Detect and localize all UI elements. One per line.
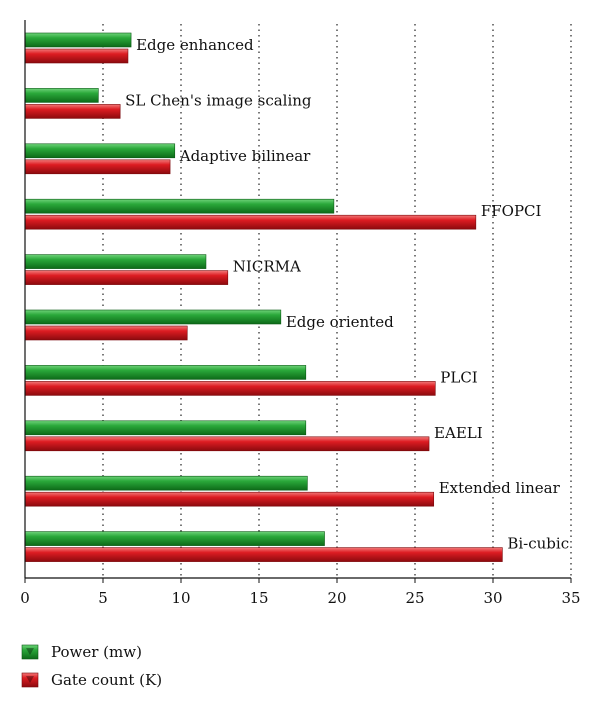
x-tick-label: 15 <box>249 589 268 607</box>
x-tick-label: 20 <box>327 589 346 607</box>
category-label: NICRMA <box>233 258 301 276</box>
gate-count-bar <box>24 547 503 562</box>
gate-count-bar <box>24 491 435 507</box>
x-tick-label: 25 <box>405 589 424 607</box>
category-label: Extended linear <box>439 479 561 497</box>
x-tick-label: 35 <box>561 589 580 607</box>
power-bar <box>24 309 282 325</box>
gate-count-bar <box>24 159 171 175</box>
power-bar <box>24 88 99 103</box>
x-tick-label: 10 <box>171 589 190 607</box>
legend-swatch-marker <box>26 648 34 655</box>
category-label: Edge enhanced <box>136 36 254 54</box>
x-tick-label: 30 <box>483 589 502 607</box>
gate-count-bar <box>24 436 430 452</box>
category-labels: Edge enhanced SL Chen's image scaling Adap… <box>125 36 569 553</box>
category-label: SL Chen's image scaling <box>125 91 312 109</box>
gate-count-bar <box>24 214 477 230</box>
legend-swatch <box>21 644 39 660</box>
power-bar <box>24 143 176 159</box>
x-axis: 0 5 10 15 20 25 30 35 <box>20 20 581 607</box>
legend-item-power: Power (mw) <box>21 643 142 661</box>
legend-swatch-marker <box>26 676 34 683</box>
gate-count-bar <box>24 325 188 341</box>
gate-count-bar <box>24 270 229 285</box>
legend-item-gate-count: Gate count (K) <box>21 671 162 689</box>
x-tick-label: 0 <box>20 589 30 607</box>
category-label: PLCI <box>440 368 478 386</box>
gate-count-bar <box>24 104 121 119</box>
gate-count-bar <box>24 381 436 396</box>
x-tick-label: 5 <box>98 589 108 607</box>
power-bar <box>24 531 325 546</box>
category-label: Bi-cubic <box>507 535 569 553</box>
power-bar <box>24 198 335 214</box>
power-bar <box>24 365 307 380</box>
power-bar <box>24 32 132 48</box>
legend: Power (mw) Gate count (K) <box>21 643 162 689</box>
bars <box>24 32 503 562</box>
category-label: Edge oriented <box>286 313 394 331</box>
gate-count-bar <box>24 48 129 64</box>
legend-label: Gate count (K) <box>51 671 162 689</box>
legend-swatch <box>21 672 39 688</box>
power-bar <box>24 420 307 436</box>
category-label: Adaptive bilinear <box>179 147 311 165</box>
legend-label: Power (mw) <box>51 643 142 661</box>
category-label: FFOPCI <box>481 202 542 220</box>
power-bar <box>24 475 308 491</box>
power-bar <box>24 254 207 269</box>
category-label: EAELI <box>434 424 483 442</box>
